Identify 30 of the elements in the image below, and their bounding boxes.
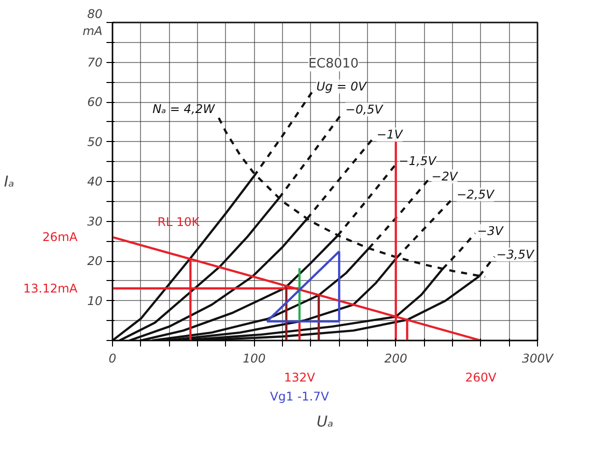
x-tick-label: 200	[384, 352, 408, 366]
y-tick-label: 30	[87, 214, 103, 228]
y-tick-label: 70	[87, 55, 103, 70]
y-tick-label: 20	[87, 254, 103, 268]
series-label: RL 10K	[158, 215, 201, 230]
series-label: −2,5V	[456, 188, 495, 202]
text: Vg1 -1.7V	[270, 390, 330, 404]
x-axis-title: Uₐ	[316, 412, 334, 430]
x-tick-label: 300V	[522, 352, 554, 366]
y-tick-label: 10	[87, 294, 103, 308]
series-label: −0,5V	[345, 102, 384, 117]
annotation: 13.12mA	[23, 281, 78, 296]
y-tick-label: 80 mA	[82, 7, 103, 38]
series-label: Ug = 0V	[316, 79, 368, 94]
series-label: −1V	[376, 128, 404, 142]
y-tick-label: 50	[87, 134, 103, 149]
x-tick-label: 100	[242, 352, 266, 366]
series-label: −1,5V	[398, 154, 437, 168]
y-tick-label: 60	[87, 95, 103, 109]
annotation: 26mA	[42, 230, 78, 244]
y-axis-title: Iₐ	[4, 172, 14, 190]
series-label: −3V	[477, 224, 504, 238]
x-tick-label: 0	[108, 352, 117, 366]
annotation: 260V	[465, 370, 498, 384]
y-tick-label: 40	[87, 174, 103, 188]
annotation: EC8010	[308, 56, 359, 72]
annotation: 132V	[284, 370, 316, 384]
series-label: −2V	[432, 169, 458, 184]
series-label: −3,5V	[496, 248, 535, 262]
series-label: Nₐ = 4,2W	[152, 102, 216, 116]
